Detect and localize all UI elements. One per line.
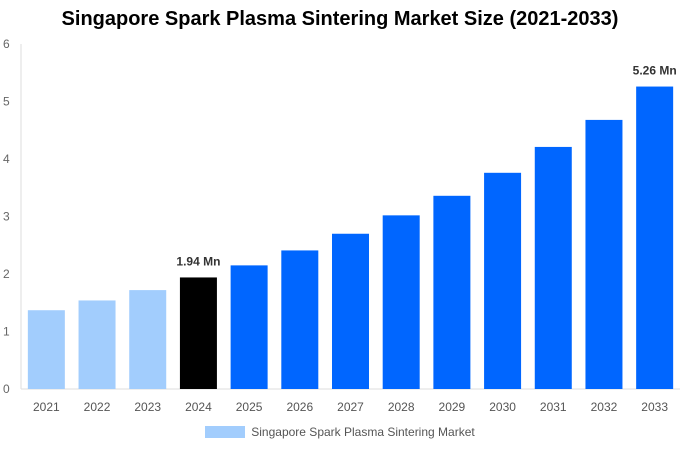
x-tick-label: 2032 xyxy=(591,400,618,414)
bar-2026 xyxy=(281,250,319,389)
bar-2029 xyxy=(433,195,471,389)
bar-chart: 0 1 2 3 4 5 6 2021 2022 2023 2024 1.94 Mn 2025 2026 20… xyxy=(3,37,680,414)
x-tick-label: 2027 xyxy=(337,400,364,414)
y-tick-label: 3 xyxy=(3,210,10,224)
y-tick-label: 5 xyxy=(3,95,10,109)
x-tick-label: 2030 xyxy=(489,400,516,414)
y-tick-label: 6 xyxy=(3,37,10,51)
bar-2030 xyxy=(484,172,522,389)
bar-2022 xyxy=(78,300,116,389)
x-tick-label: 2026 xyxy=(286,400,313,414)
y-tick-label: 1 xyxy=(3,325,10,339)
bar-2028 xyxy=(382,215,420,389)
x-tick-label: 2031 xyxy=(540,400,567,414)
data-label-2033: 5.26 Mn xyxy=(633,64,677,78)
bar-2025 xyxy=(230,265,268,389)
legend-swatch xyxy=(205,426,246,438)
x-tick-label: 2023 xyxy=(134,400,161,414)
legend: Singapore Spark Plasma Sintering Market xyxy=(0,425,680,439)
x-tick-label: 2033 xyxy=(641,400,668,414)
chart-title: Singapore Spark Plasma Sintering Market … xyxy=(61,8,619,30)
y-tick-label: 2 xyxy=(3,267,10,281)
bar-2033 xyxy=(636,86,674,390)
bar-2023 xyxy=(129,290,167,389)
bar-2024 xyxy=(179,277,217,389)
x-tick-label: 2021 xyxy=(33,400,60,414)
data-label-2024: 1.94 Mn xyxy=(176,254,220,268)
bar-2032 xyxy=(585,119,623,390)
x-tick-label: 2029 xyxy=(439,400,466,414)
y-tick-label: 4 xyxy=(3,152,10,166)
legend-label: Singapore Spark Plasma Sintering Market xyxy=(251,425,475,439)
bar-2027 xyxy=(332,233,369,389)
x-tick-label: 2022 xyxy=(84,400,111,414)
bar-2021 xyxy=(27,310,65,389)
bar-2031 xyxy=(534,146,572,389)
x-tick-label: 2028 xyxy=(388,400,415,414)
x-tick-label: 2024 xyxy=(185,400,212,414)
x-tick-label: 2025 xyxy=(236,400,263,414)
y-tick-label: 0 xyxy=(3,382,10,396)
